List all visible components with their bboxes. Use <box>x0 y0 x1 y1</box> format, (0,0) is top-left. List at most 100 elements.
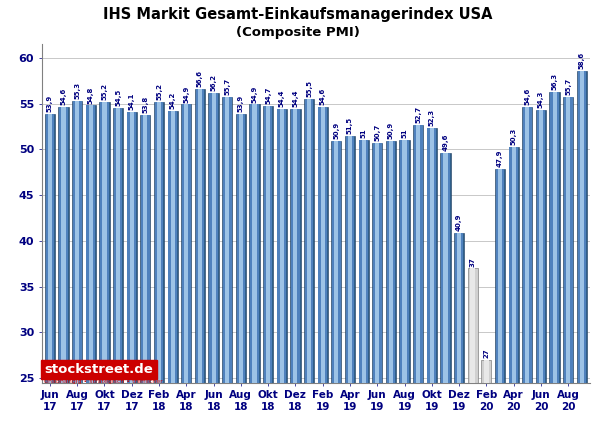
Bar <box>386 141 396 440</box>
Bar <box>167 111 178 440</box>
Bar <box>75 101 79 440</box>
Bar <box>550 92 560 440</box>
Bar <box>277 109 286 440</box>
Text: 53,8: 53,8 <box>142 95 148 113</box>
Bar <box>334 141 339 440</box>
Bar <box>198 89 202 440</box>
Bar <box>564 97 573 440</box>
Bar <box>195 89 205 440</box>
Bar <box>399 140 409 440</box>
Bar <box>495 169 505 440</box>
Bar <box>249 104 260 440</box>
Text: 54,6: 54,6 <box>319 88 325 105</box>
Bar <box>443 153 448 440</box>
Bar <box>539 110 543 440</box>
Text: 27: 27 <box>483 348 489 358</box>
Bar <box>332 141 341 440</box>
Bar <box>209 92 219 440</box>
Bar <box>237 114 245 440</box>
Bar <box>89 105 93 440</box>
Bar <box>155 102 163 440</box>
Text: 56,3: 56,3 <box>551 73 558 90</box>
Text: 51: 51 <box>361 128 367 138</box>
Text: 37: 37 <box>470 257 476 267</box>
Bar <box>116 108 120 440</box>
Bar <box>440 153 451 440</box>
Bar <box>239 114 243 440</box>
Bar <box>454 233 464 440</box>
Bar <box>222 97 232 440</box>
Text: 50,9: 50,9 <box>388 122 394 139</box>
Bar <box>45 114 55 440</box>
Text: 54,4: 54,4 <box>279 90 285 107</box>
Bar <box>345 136 355 440</box>
Bar <box>331 141 342 440</box>
Bar <box>236 114 246 440</box>
Bar <box>184 104 188 440</box>
Bar <box>523 107 532 440</box>
Bar <box>277 109 287 440</box>
Bar <box>318 107 327 440</box>
Bar <box>552 92 557 440</box>
Bar <box>126 112 137 440</box>
Text: 55,5: 55,5 <box>306 80 312 97</box>
Bar <box>389 141 393 440</box>
Text: 55,2: 55,2 <box>101 83 107 100</box>
Text: 50,3: 50,3 <box>511 128 517 145</box>
Bar <box>441 153 450 440</box>
Bar <box>293 109 297 440</box>
Bar <box>484 360 489 440</box>
Text: 54,9: 54,9 <box>184 85 190 103</box>
Text: stockstreet.de: stockstreet.de <box>45 363 153 376</box>
Bar <box>103 102 107 440</box>
Bar <box>508 147 519 440</box>
Bar <box>157 102 161 440</box>
Bar <box>318 107 328 440</box>
Text: 55,2: 55,2 <box>156 83 162 100</box>
Text: 56,2: 56,2 <box>210 73 216 91</box>
Bar <box>61 107 66 440</box>
Bar <box>114 108 122 440</box>
Bar <box>372 143 383 440</box>
Bar <box>140 114 151 440</box>
Bar <box>522 107 532 440</box>
Bar <box>359 140 369 440</box>
Bar <box>413 125 423 440</box>
Text: 54,1: 54,1 <box>129 92 135 110</box>
Bar <box>168 111 177 440</box>
Bar <box>291 109 300 440</box>
Bar <box>48 114 52 440</box>
Text: 51,5: 51,5 <box>347 117 353 134</box>
Bar <box>348 136 352 440</box>
Bar <box>566 97 570 440</box>
Text: 54,6: 54,6 <box>61 88 67 105</box>
Text: IHS Markit Gesamt-Einkaufsmanagerindex USA: IHS Markit Gesamt-Einkaufsmanagerindex U… <box>103 7 493 22</box>
Bar <box>375 143 379 440</box>
Bar <box>577 70 587 440</box>
Bar <box>427 128 437 440</box>
Bar <box>430 128 434 440</box>
Bar <box>525 107 529 440</box>
Text: 50,9: 50,9 <box>333 122 339 139</box>
Bar <box>550 92 559 440</box>
Text: unabhängig • strategisch • trefflicher: unabhängig • strategisch • trefflicher <box>45 379 163 385</box>
Bar <box>280 109 284 440</box>
Bar <box>481 360 492 440</box>
Bar <box>321 107 325 440</box>
Bar <box>86 105 95 440</box>
Bar <box>304 99 314 440</box>
Text: 50,7: 50,7 <box>374 124 380 141</box>
Bar <box>563 97 573 440</box>
Bar <box>305 99 313 440</box>
Bar <box>496 169 504 440</box>
Bar <box>212 92 216 440</box>
Bar <box>414 125 423 440</box>
Bar <box>578 70 586 440</box>
Bar <box>400 140 409 440</box>
Bar <box>470 268 475 440</box>
Bar <box>128 112 136 440</box>
Text: 55,7: 55,7 <box>565 78 571 95</box>
Bar <box>100 102 110 440</box>
Text: 49,6: 49,6 <box>442 134 448 151</box>
Bar <box>154 102 164 440</box>
